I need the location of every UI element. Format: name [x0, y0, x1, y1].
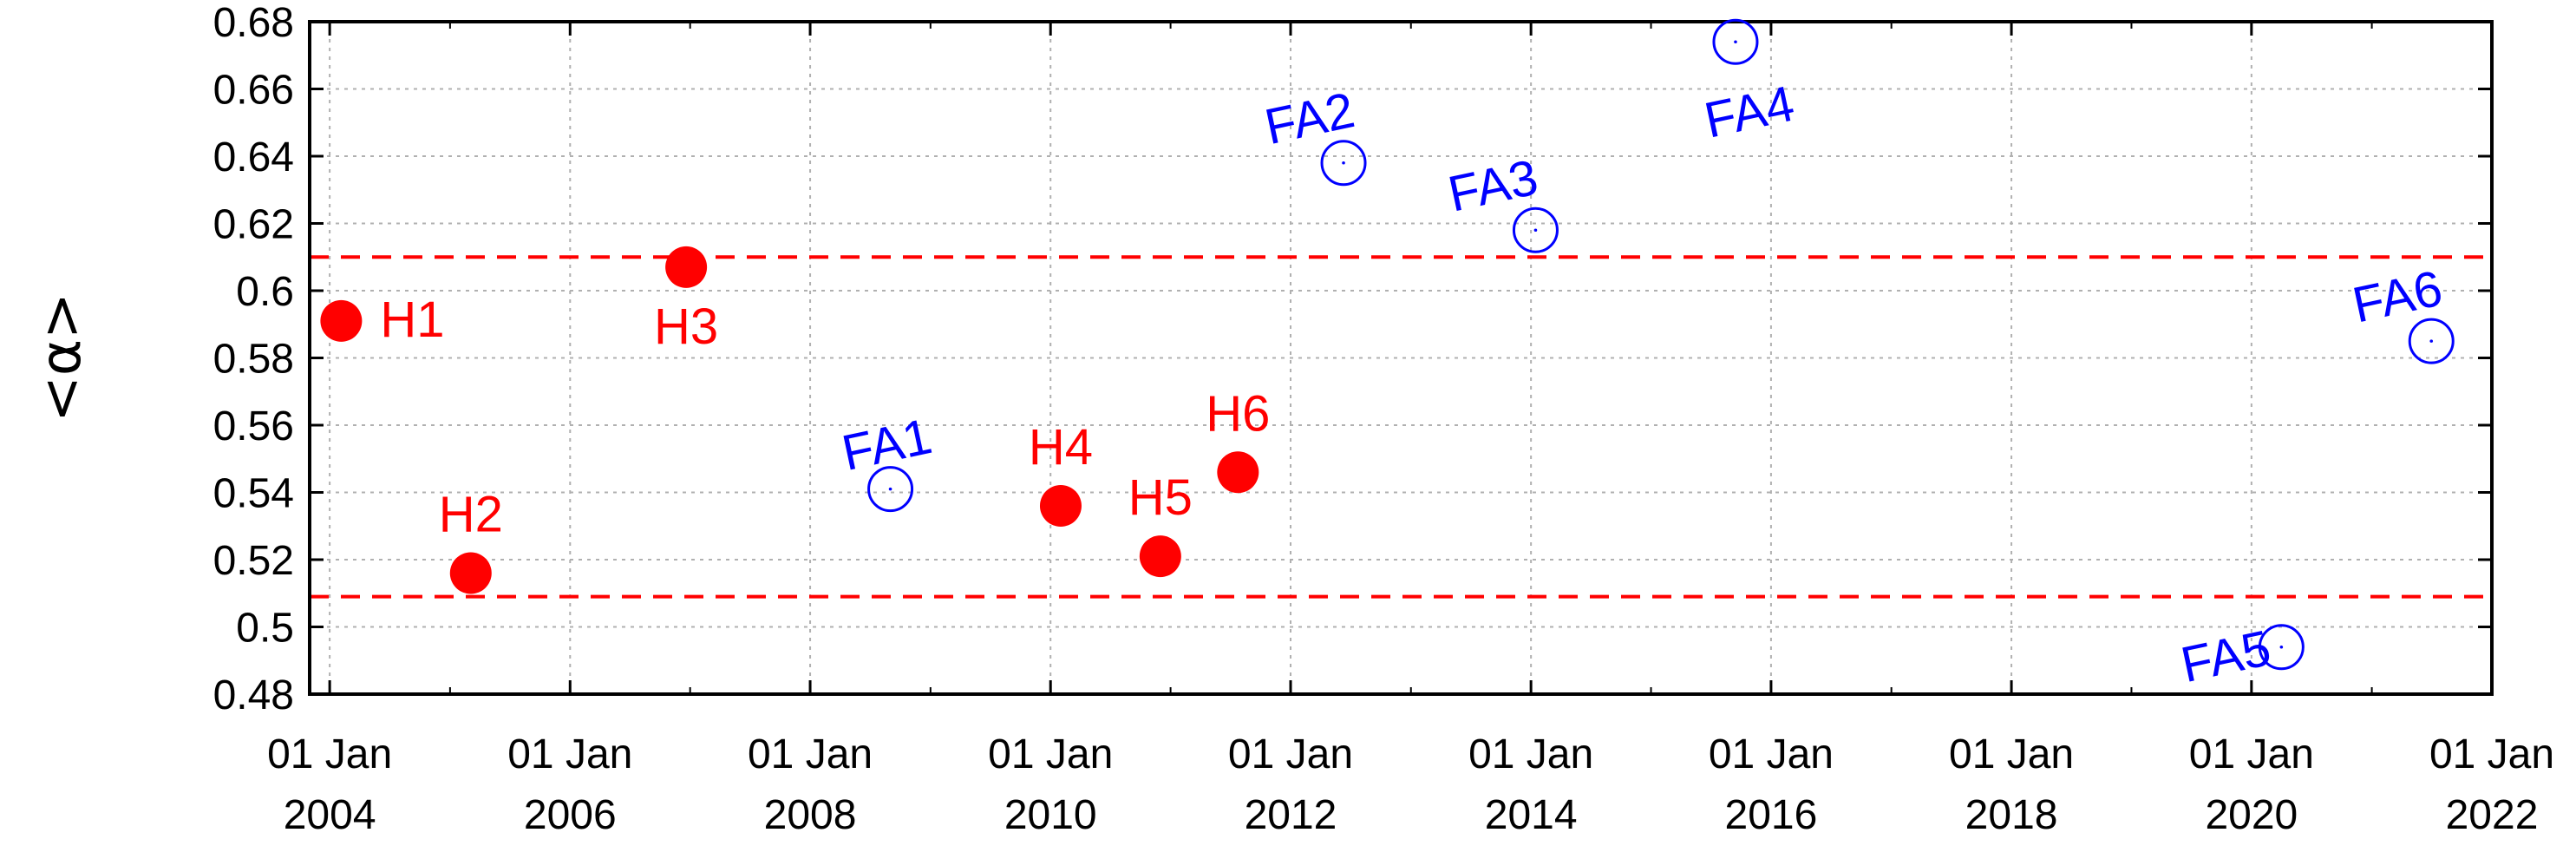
x-tick-labels: 01 Jan 2004 01 Jan 2006 01 Jan 2008 01 Jan 2010…	[267, 731, 2554, 838]
point-h6	[1217, 451, 1259, 494]
point-label-h4: H4	[1029, 419, 1093, 475]
y-tick-label: 0.66	[213, 68, 294, 114]
x-tick-label: 01 Jan	[1709, 731, 1834, 777]
point-label-fa5: FA5	[2176, 620, 2275, 693]
point-label-fa3: FA3	[1443, 149, 1542, 223]
x-tick-label: 01 Jan	[748, 731, 873, 777]
y-tick-label: 0.6	[236, 269, 294, 315]
x-tick-label: 01 Jan	[2429, 731, 2554, 777]
y-tick-label: 0.56	[213, 403, 294, 449]
x-tick-label: 2008	[764, 792, 857, 838]
point-center-dot	[1342, 161, 1345, 165]
x-tick-label: 2014	[1485, 792, 1578, 838]
point-fa2	[1320, 140, 1367, 187]
x-tick-label: 01 Jan	[1228, 731, 1353, 777]
reference-lines	[310, 255, 2492, 599]
point-h3	[665, 246, 708, 288]
point-label-h6: H6	[1206, 385, 1270, 442]
y-tick-labels: 0.48 0.5 0.52 0.54 0.56 0.58 0.6 0.62 0.64 0.66 0.…	[213, 0, 294, 718]
y-tick-label: 0.68	[213, 0, 294, 46]
x-tick-label: 2006	[524, 792, 617, 838]
y-tick-label: 0.64	[213, 134, 294, 180]
x-tick-label: 2022	[2446, 792, 2539, 838]
point-fa3	[1512, 207, 1559, 253]
x-tick-label: 01 Jan	[2189, 731, 2314, 777]
y-tick-label: 0.5	[236, 606, 294, 652]
x-tick-label: 01 Jan	[1949, 731, 2074, 777]
point-fa1	[867, 466, 914, 513]
grid	[310, 21, 2493, 695]
point-label-h2: H2	[439, 487, 503, 543]
data-points	[320, 18, 2455, 671]
y-tick-label: 0.62	[213, 202, 294, 248]
x-tick-label: 2010	[1004, 792, 1097, 838]
x-tick-label: 01 Jan	[507, 731, 632, 777]
x-tick-label: 2018	[1965, 792, 2058, 838]
point-label-fa2: FA2	[1260, 82, 1359, 155]
point-label-h5: H5	[1128, 469, 1193, 526]
point-h4	[1039, 485, 1082, 527]
point-center-dot	[1533, 228, 1538, 233]
point-center-dot	[2279, 645, 2284, 649]
y-tick-label: 0.48	[213, 672, 294, 718]
y-tick-label: 0.58	[213, 337, 294, 383]
point-fa4	[1712, 18, 1759, 65]
point-h2	[449, 552, 492, 594]
x-tick-label: 2020	[2205, 792, 2298, 838]
point-label-fa4: FA4	[1700, 75, 1799, 149]
point-label-fa6: FA6	[2348, 260, 2447, 334]
point-label-fa1: FA1	[837, 408, 936, 482]
point-label-h1: H1	[380, 292, 444, 348]
point-fa6	[2408, 318, 2455, 364]
point-h1	[320, 299, 363, 342]
point-label-h3: H3	[654, 298, 718, 355]
point-h5	[1139, 535, 1181, 578]
x-tick-label: 2012	[1245, 792, 1337, 838]
x-tick-label: 01 Jan	[1468, 731, 1593, 777]
point-center-dot	[888, 487, 892, 491]
x-tick-label: 2004	[284, 792, 376, 838]
point-center-dot	[1734, 40, 1737, 44]
plot-frame	[308, 20, 2494, 696]
x-tick-label: 01 Jan	[988, 731, 1113, 777]
axis-ticks	[310, 20, 2494, 696]
x-tick-label: 01 Jan	[267, 731, 392, 777]
y-tick-label: 0.54	[213, 471, 294, 517]
point-fa5	[2258, 624, 2305, 671]
point-center-dot	[2429, 339, 2434, 343]
x-tick-label: 2016	[1725, 792, 1818, 838]
y-tick-label: 0.52	[213, 538, 294, 584]
y-axis-label: <α>	[29, 292, 94, 422]
